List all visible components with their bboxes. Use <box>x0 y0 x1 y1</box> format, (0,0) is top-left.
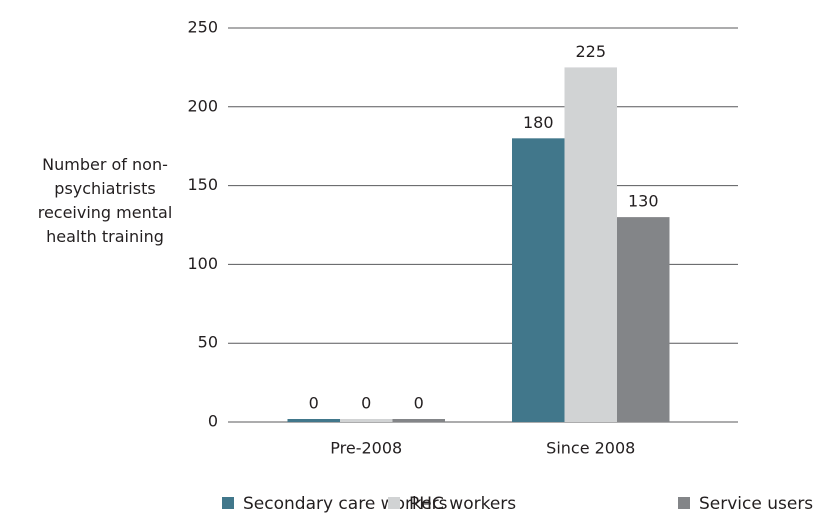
bar <box>617 217 670 422</box>
legend-swatch <box>222 497 234 509</box>
legend-swatch <box>388 497 400 509</box>
legend-label: Service users <box>699 494 813 514</box>
data-label: 130 <box>628 192 659 211</box>
legend-label: PHC workers <box>409 494 516 514</box>
y-axis-label: Number of non-psychiatrists receiving me… <box>37 155 173 246</box>
y-tick-label: 100 <box>187 254 218 273</box>
y-tick-label: 200 <box>187 96 218 115</box>
data-label: 225 <box>575 42 606 61</box>
bar <box>340 419 393 422</box>
data-label: 0 <box>414 394 424 413</box>
x-tick-label: Since 2008 <box>546 439 635 458</box>
data-label: 180 <box>523 113 554 132</box>
y-tick-label: 50 <box>198 333 218 352</box>
y-tick-label: 150 <box>187 175 218 194</box>
bar <box>287 419 340 422</box>
bar <box>512 138 565 422</box>
data-label: 0 <box>309 394 319 413</box>
y-tick-label: 250 <box>187 18 218 37</box>
legend-swatch <box>678 497 690 509</box>
data-label: 0 <box>361 394 371 413</box>
bar <box>564 67 617 423</box>
bar <box>392 419 445 422</box>
y-tick-label: 0 <box>208 412 218 431</box>
x-tick-label: Pre-2008 <box>330 439 402 458</box>
